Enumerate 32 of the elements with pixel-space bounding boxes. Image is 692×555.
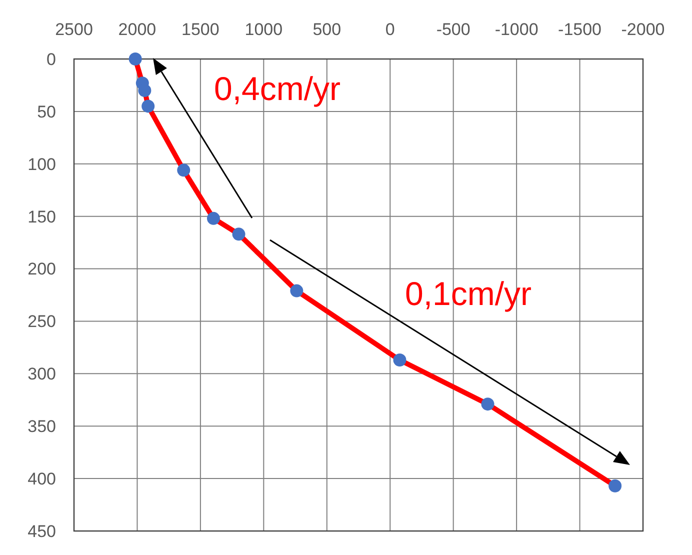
- y-tick-label: 100: [28, 154, 56, 174]
- x-tick-label: 500: [312, 20, 342, 39]
- x-tick-label: 2000: [118, 20, 156, 39]
- annotation: 0,4cm/yr: [214, 70, 341, 107]
- point: [393, 354, 406, 367]
- x-tick-label: 0: [385, 20, 395, 39]
- y-tick-label: 450: [28, 522, 56, 541]
- y-tick-label: 250: [28, 312, 56, 332]
- point: [608, 479, 622, 492]
- x-tick-label: -1000: [494, 20, 538, 39]
- y-tick-label: 400: [28, 470, 56, 489]
- y-tick-label: 300: [28, 364, 56, 384]
- y-tick-label: 50: [37, 102, 56, 122]
- point: [138, 84, 152, 97]
- y-tick-label: 150: [28, 207, 56, 226]
- point: [206, 212, 220, 225]
- x-tick-label: 2500: [55, 20, 93, 39]
- point: [290, 284, 304, 298]
- x-tick-label: -1500: [558, 20, 602, 39]
- x-tick-label: -500: [436, 20, 470, 39]
- x-tick-label: 1000: [244, 20, 283, 39]
- point: [481, 398, 494, 411]
- annotation: 0,1cm/yr: [405, 275, 532, 312]
- x-tick-label: 1500: [182, 20, 220, 39]
- point: [128, 52, 142, 66]
- point: [142, 100, 155, 113]
- point: [177, 164, 190, 177]
- y-tick-label: 350: [28, 417, 56, 436]
- y-tick-label: 0: [46, 50, 56, 69]
- point: [232, 228, 246, 241]
- x-tick-label: -2000: [621, 20, 665, 39]
- y-tick-label: 200: [28, 260, 56, 279]
